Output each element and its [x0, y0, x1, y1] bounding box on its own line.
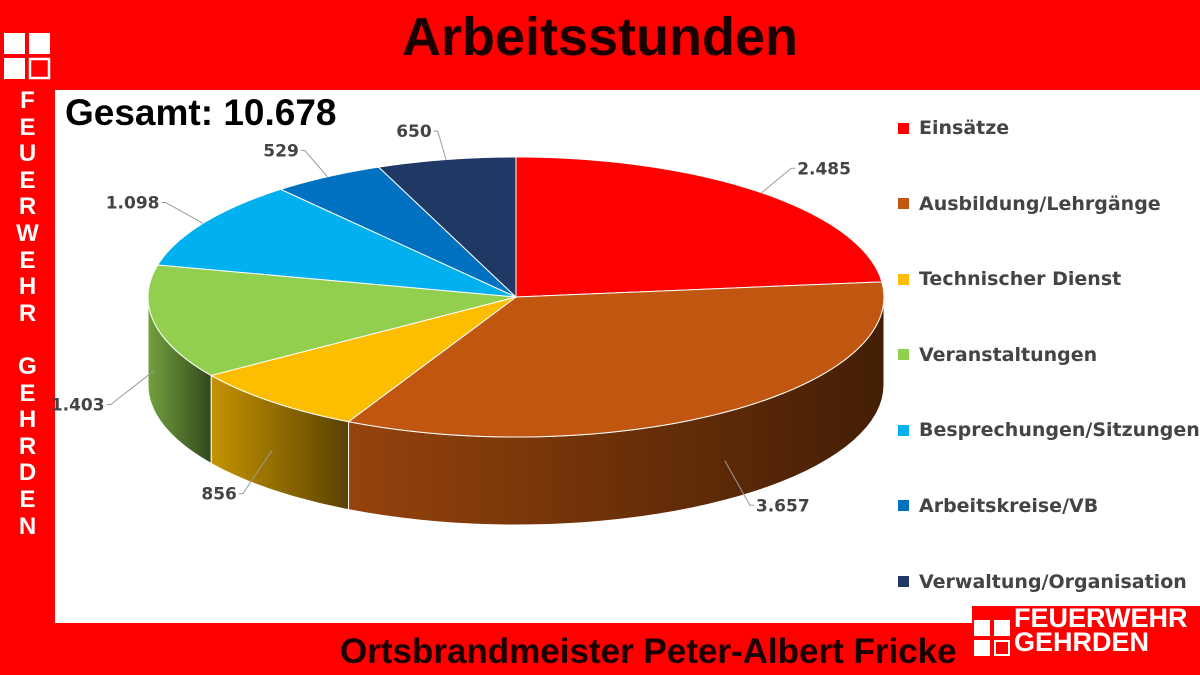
legend-swatch — [898, 198, 909, 210]
data-label: 856 — [201, 485, 237, 505]
side-letter: R — [18, 299, 37, 327]
data-label-leader — [433, 130, 447, 160]
data-label: 3.657 — [756, 496, 810, 516]
footer-text: Ortsbrandmeister Peter-Albert Fricke — [340, 632, 957, 671]
data-label: 1.098 — [106, 194, 160, 214]
data-label: 2.485 — [797, 159, 851, 179]
side-letter: R — [18, 193, 37, 221]
legend-label: Veranstaltungen — [919, 343, 1098, 366]
legend-swatch — [898, 424, 909, 436]
side-letter: E — [19, 246, 36, 274]
pie-slice — [209, 296, 517, 423]
data-label-leader — [238, 450, 273, 495]
pie-slice — [156, 188, 517, 298]
side-letter: G — [18, 352, 37, 380]
data-label: 650 — [396, 122, 432, 142]
legend-item: Besprechungen/Sitzungen — [898, 415, 1200, 445]
pie-slice — [347, 281, 885, 438]
side-letter: E — [19, 113, 36, 141]
side-letter: E — [19, 485, 36, 513]
corner-logo-line1: FEUERWEHR — [1014, 603, 1188, 633]
total-label: Gesamt: 10.678 — [65, 92, 337, 133]
legend-label: Einsätze — [919, 117, 1010, 139]
legend-swatch — [898, 122, 909, 134]
legend-label: Verwaltung/Organisation — [919, 570, 1187, 593]
side-letter: R — [18, 432, 37, 460]
data-label: 1.403 — [51, 396, 105, 416]
legend-swatch — [898, 576, 909, 588]
corner-logo: FEUERWEHR GEHRDEN — [972, 603, 1200, 675]
side-letter: W — [16, 219, 39, 247]
legend-swatch — [898, 349, 909, 361]
pie-slice — [147, 264, 517, 376]
data-label: 529 — [263, 141, 299, 161]
side-letter: E — [19, 379, 36, 407]
logo-squares-icon — [4, 33, 51, 80]
legend-label: Besprechungen/Sitzungen — [919, 419, 1200, 442]
data-label-leader — [161, 202, 204, 224]
side-letter: N — [18, 512, 37, 540]
legend-item: Veranstaltungen — [898, 340, 1200, 370]
data-label-leader — [724, 460, 754, 506]
legend-item: Technischer Dienst — [898, 264, 1200, 294]
side-letter: F — [20, 87, 35, 114]
data-label-leader — [300, 149, 328, 178]
side-letter: H — [18, 406, 37, 434]
data-label-leader — [106, 370, 155, 406]
data-label-leader — [761, 167, 796, 194]
side-letter: H — [18, 273, 37, 301]
legend-item: Einsätze — [898, 113, 1200, 143]
legend-label: Technischer Dienst — [919, 268, 1122, 291]
legend-label: Arbeitskreise/VB — [919, 494, 1099, 517]
legend-swatch — [898, 500, 909, 512]
page-title: Arbeitsstunden — [401, 7, 799, 67]
corner-logo-squares-icon — [974, 620, 1010, 656]
legend-swatch — [898, 273, 909, 285]
side-letter: D — [18, 459, 37, 487]
side-letter: U — [18, 140, 37, 168]
side-letter: E — [19, 166, 36, 194]
legend-item: Arbeitskreise/VB — [898, 491, 1200, 521]
chart-legend: Einsätze Ausbildung/Lehrgänge Technischer … — [898, 113, 1200, 642]
legend-label: Ausbildung/Lehrgänge — [919, 192, 1161, 215]
legend-item: Verwaltung/Organisation — [898, 567, 1200, 597]
corner-logo-line2: GEHRDEN — [1014, 627, 1150, 657]
legend-item: Ausbildung/Lehrgänge — [898, 189, 1200, 219]
